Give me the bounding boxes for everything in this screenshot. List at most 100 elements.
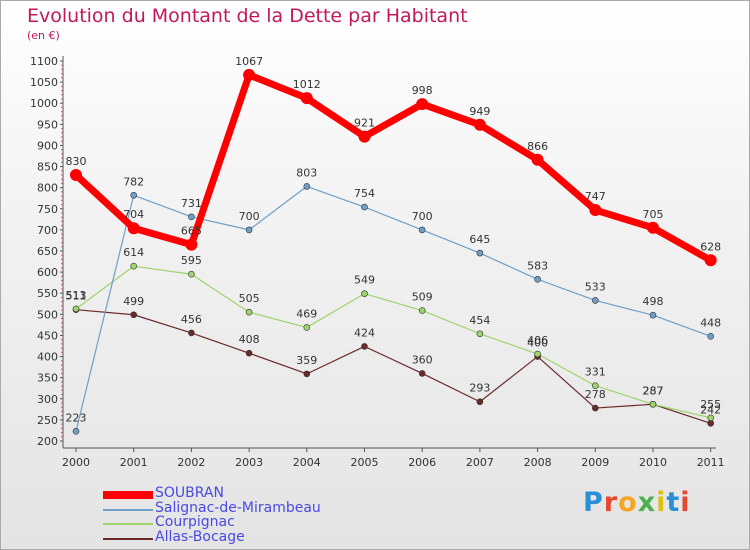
chart-subtitle: (en €)	[27, 29, 60, 42]
data-label: 513	[66, 289, 87, 302]
data-label: 747	[585, 190, 606, 203]
x-tick-label: 2005	[351, 456, 379, 469]
data-point	[188, 270, 195, 278]
data-point	[476, 330, 484, 338]
legend-label: Allas-Bocage	[155, 529, 245, 545]
data-label: 360	[412, 353, 433, 366]
y-tick-label: 900	[37, 139, 58, 152]
data-point	[245, 349, 253, 357]
legend-swatch	[103, 491, 153, 499]
data-point	[531, 153, 544, 166]
data-point	[649, 400, 657, 408]
logo-letter: o	[618, 487, 638, 518]
data-label: 223	[66, 411, 87, 424]
y-tick-label: 250	[37, 414, 58, 427]
y-tick-label: 800	[37, 182, 58, 195]
data-point	[361, 203, 368, 211]
data-label: 331	[585, 366, 606, 379]
data-label: 1067	[235, 55, 263, 68]
data-label: 287	[643, 384, 664, 397]
legend-label: Salignac-de-Mirambeau	[155, 500, 321, 516]
data-point	[589, 204, 602, 217]
data-label: 549	[354, 274, 375, 287]
x-tick-label: 2000	[62, 456, 90, 469]
x-tick-label: 2004	[293, 456, 321, 469]
y-tick-label: 950	[37, 118, 58, 131]
data-label: 645	[469, 233, 490, 246]
series-line-soubran	[72, 71, 715, 264]
legend-label: SOUBRAN	[155, 485, 224, 501]
legend-swatch	[103, 509, 153, 511]
y-tick-label: 700	[37, 224, 58, 237]
data-label: 866	[527, 140, 548, 153]
x-tick-label: 2006	[408, 456, 436, 469]
data-point	[358, 130, 371, 143]
legend-swatch	[103, 538, 153, 540]
proxiti-logo: Proxiti	[583, 487, 691, 518]
data-label: 830	[66, 155, 87, 168]
y-tick-label: 350	[37, 372, 58, 385]
data-point	[591, 297, 599, 304]
data-label: 705	[643, 208, 664, 221]
data-label: 511	[66, 290, 87, 303]
data-point	[188, 213, 195, 221]
data-label: 499	[123, 295, 144, 308]
data-point	[418, 307, 426, 314]
data-point	[649, 311, 657, 319]
data-point	[534, 350, 541, 358]
data-point	[707, 419, 715, 427]
data-label: 424	[354, 326, 375, 339]
data-label: 614	[123, 246, 144, 259]
y-tick-label: 450	[37, 329, 58, 342]
data-label: 242	[700, 403, 721, 416]
data-label: 505	[239, 292, 260, 305]
y-tick-label: 500	[37, 308, 58, 321]
data-label: 509	[412, 291, 433, 304]
data-point	[127, 222, 140, 235]
data-point	[534, 275, 541, 283]
y-tick-label: 1100	[30, 55, 58, 68]
data-label: 498	[643, 295, 664, 308]
data-label: 255	[700, 398, 721, 411]
data-point	[707, 332, 715, 340]
data-label: 782	[123, 175, 144, 188]
data-point	[418, 226, 426, 234]
data-label: 400	[527, 337, 548, 350]
data-point	[303, 370, 311, 378]
data-point	[303, 183, 311, 190]
x-tick-label: 2001	[120, 456, 148, 469]
data-label: 408	[239, 333, 260, 346]
data-point	[361, 290, 368, 297]
y-tick-label: 1050	[30, 76, 58, 89]
data-point	[416, 98, 429, 111]
logo-letter: r	[603, 487, 619, 518]
data-point	[303, 324, 311, 331]
chart-title: Evolution du Montant de la Dette par Hab…	[27, 5, 468, 27]
data-point	[70, 169, 82, 181]
x-tick-label: 2002	[177, 456, 205, 469]
data-point	[704, 254, 717, 267]
data-label: 533	[585, 280, 606, 293]
y-tick-label: 400	[37, 351, 58, 364]
data-point	[473, 118, 486, 131]
x-tick-label: 2009	[581, 456, 609, 469]
data-label: 278	[585, 388, 606, 401]
series-line-allas-bocage	[75, 309, 712, 424]
data-point	[707, 414, 715, 422]
y-tick-label: 1000	[30, 97, 58, 110]
y-tick-label: 200	[37, 435, 58, 448]
data-label: 700	[412, 210, 433, 223]
data-label: 456	[181, 313, 202, 326]
data-point	[243, 68, 256, 81]
data-label: 469	[296, 307, 317, 320]
x-tick-label: 2011	[697, 456, 725, 469]
x-tick-label: 2003	[235, 456, 263, 469]
data-point	[418, 370, 426, 377]
data-label: 665	[181, 225, 202, 238]
data-label: 359	[296, 354, 317, 367]
data-point	[476, 249, 484, 257]
logo-letter: t	[666, 487, 681, 518]
y-tick-label: 850	[37, 161, 58, 174]
